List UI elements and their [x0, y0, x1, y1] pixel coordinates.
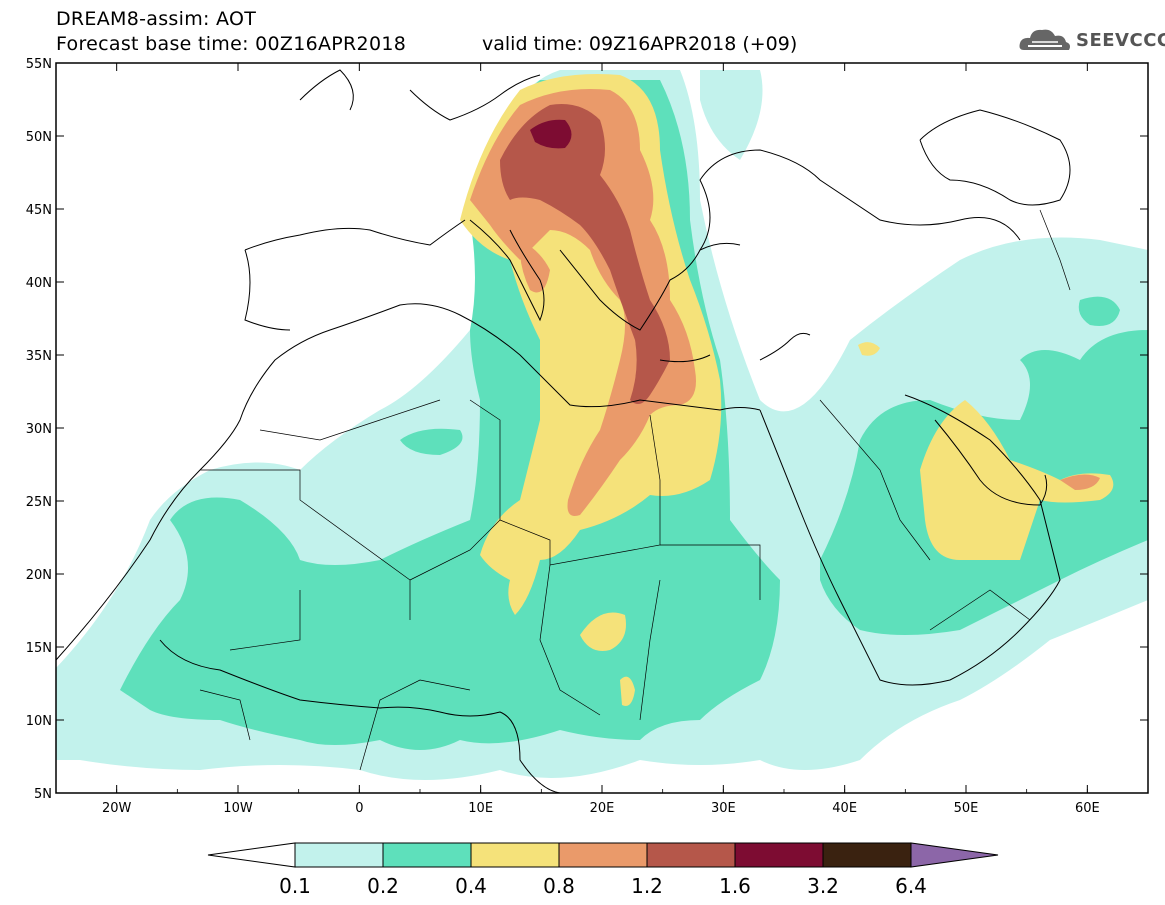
colorbar-segment — [470, 842, 560, 868]
colorbar-max-arrow — [910, 842, 999, 868]
lat-tick-label: 55N — [26, 57, 52, 72]
aot-level-1.2 — [500, 104, 670, 404]
colorbar-min-arrow — [207, 842, 296, 868]
lon-tick-label: 10W — [223, 801, 253, 816]
logo-text: SEEVCCC — [1076, 30, 1165, 51]
latitude-axis: 55N 50N 45N 40N 35N 30N 25N 20N 15N 10N 5N — [26, 57, 1148, 802]
seevccc-logo: SEEVCCC — [1018, 22, 1165, 58]
colorbar-label: 0.4 — [455, 874, 487, 898]
lon-tick-label: 10E — [468, 801, 493, 816]
lon-tick-label: 20E — [590, 801, 615, 816]
colorbar-label: 0.8 — [543, 874, 575, 898]
lat-tick-label: 35N — [26, 349, 52, 364]
lat-tick-label: 45N — [26, 203, 52, 218]
colorbar-label: 1.2 — [631, 874, 663, 898]
colorbar-label: 0.1 — [279, 874, 311, 898]
coastlines — [56, 69, 1071, 793]
colorbar-segment — [558, 842, 648, 868]
lat-tick-label: 10N — [26, 714, 52, 729]
colorbar-segment — [294, 842, 384, 868]
forecast-base-time: Forecast base time: 00Z16APR2018 — [56, 33, 407, 55]
colorbar-label: 1.6 — [719, 874, 751, 898]
cloud-icon — [1019, 29, 1070, 50]
colorbar-segment — [646, 842, 736, 868]
colorbar-segment — [734, 842, 824, 868]
colorbar: 0.1 0.2 0.4 0.8 1.2 1.6 3.2 6.4 — [207, 842, 999, 898]
lat-tick-label: 40N — [26, 276, 52, 291]
valid-time: valid time: 09Z16APR2018 (+09) — [482, 33, 798, 55]
colorbar-label: 0.2 — [367, 874, 399, 898]
lat-tick-label: 5N — [34, 787, 52, 802]
lat-tick-label: 25N — [26, 495, 52, 510]
lat-tick-label: 15N — [26, 641, 52, 656]
lat-tick-label: 50N — [26, 130, 52, 145]
lon-tick-label: 60E — [1075, 801, 1100, 816]
longitude-axis: 20W 10W 0 10E 20E 30E 40E 50E 60E — [55, 63, 1149, 816]
lon-tick-label: 40E — [832, 801, 857, 816]
aot-field — [56, 70, 1148, 780]
country-borders — [199, 209, 1071, 771]
lat-tick-label: 30N — [26, 422, 52, 437]
colorbar-label: 3.2 — [807, 874, 839, 898]
lon-tick-label: 20W — [102, 801, 132, 816]
colorbar-segment — [382, 842, 472, 868]
lon-tick-label: 0 — [355, 801, 363, 816]
lon-tick-label: 50E — [954, 801, 979, 816]
colorbar-segment — [822, 842, 912, 868]
colorbar-label: 6.4 — [895, 874, 927, 898]
map-title: DREAM8-assim: AOT — [56, 8, 257, 30]
lon-tick-label: 30E — [711, 801, 736, 816]
lat-tick-label: 20N — [26, 568, 52, 583]
aot-level-1.6 — [530, 119, 572, 149]
